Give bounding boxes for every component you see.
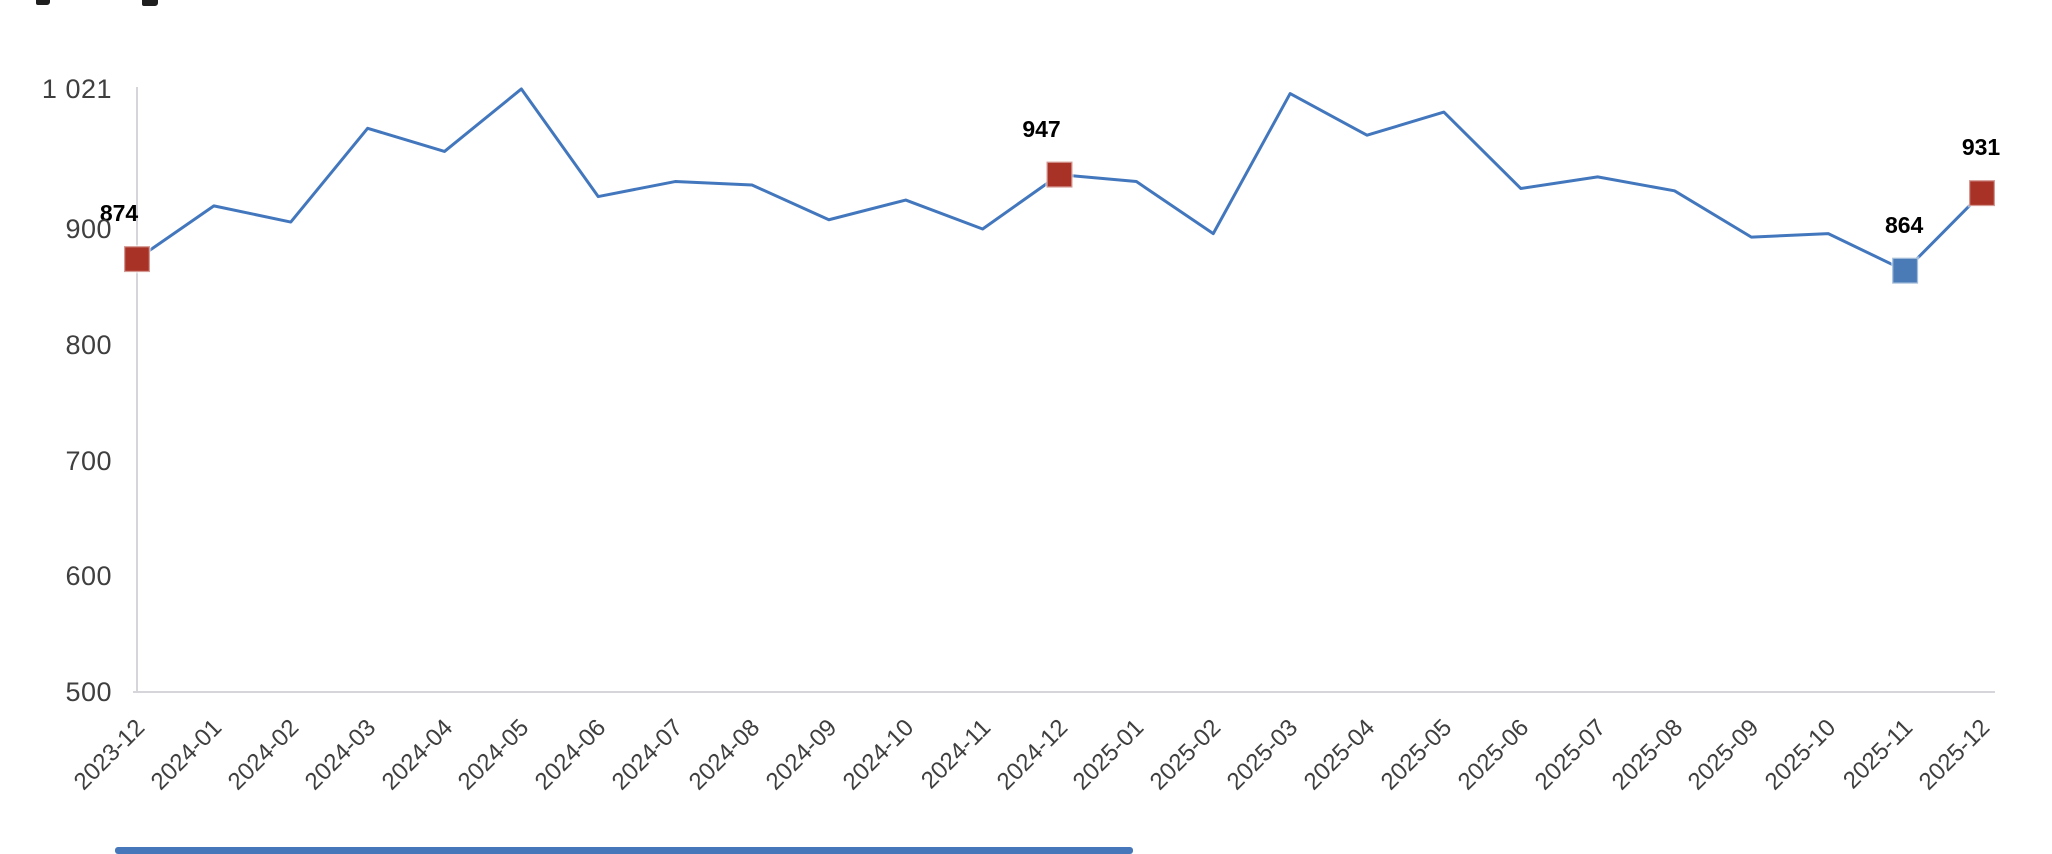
y-tick-label-600: 600 xyxy=(65,561,112,592)
data-label-2025-12: 931 xyxy=(1961,134,2001,161)
y-tick-label-800: 800 xyxy=(65,329,112,360)
y-tick-label-1021: 1 021 xyxy=(41,73,112,104)
horizontal-scrollbar-thumb[interactable] xyxy=(115,847,1133,854)
y-tick-label-700: 700 xyxy=(65,445,112,476)
clipped-text-fragment xyxy=(36,0,50,5)
data-label-2024-12: 947 xyxy=(1022,115,1061,142)
data-label-2025-11: 864 xyxy=(1884,211,1924,238)
y-tick-label-900: 900 xyxy=(65,214,112,244)
highlight-marker-2023-12[interactable] xyxy=(122,244,152,274)
data-label-2023-12: 874 xyxy=(99,200,139,227)
highlight-marker-2024-12[interactable] xyxy=(1045,160,1074,189)
highlight-marker-2025-12[interactable] xyxy=(1967,178,1997,208)
highlight-marker-2025-11[interactable] xyxy=(1890,256,1920,285)
y-tick-label-500: 500 xyxy=(65,677,112,707)
clipped-text-fragment xyxy=(142,0,158,6)
